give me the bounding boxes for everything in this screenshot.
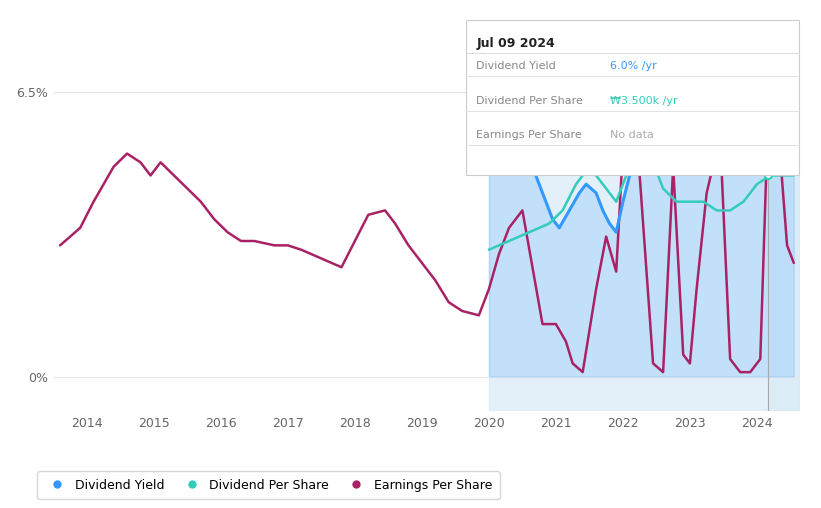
Text: Jul 09 2024: Jul 09 2024 bbox=[476, 37, 555, 50]
Bar bbox=[768, 36, 800, 411]
Text: Past: Past bbox=[770, 79, 792, 89]
Text: ₩3.500k /yr: ₩3.500k /yr bbox=[610, 96, 677, 106]
Text: No data: No data bbox=[610, 130, 654, 140]
Text: Earnings Per Share: Earnings Per Share bbox=[476, 130, 582, 140]
Text: 6.0% /yr: 6.0% /yr bbox=[610, 61, 657, 71]
Legend: Dividend Yield, Dividend Per Share, Earnings Per Share: Dividend Yield, Dividend Per Share, Earn… bbox=[37, 471, 500, 499]
Text: Dividend Per Share: Dividend Per Share bbox=[476, 96, 583, 106]
Bar bbox=[488, 36, 800, 411]
Text: Dividend Yield: Dividend Yield bbox=[476, 61, 556, 71]
